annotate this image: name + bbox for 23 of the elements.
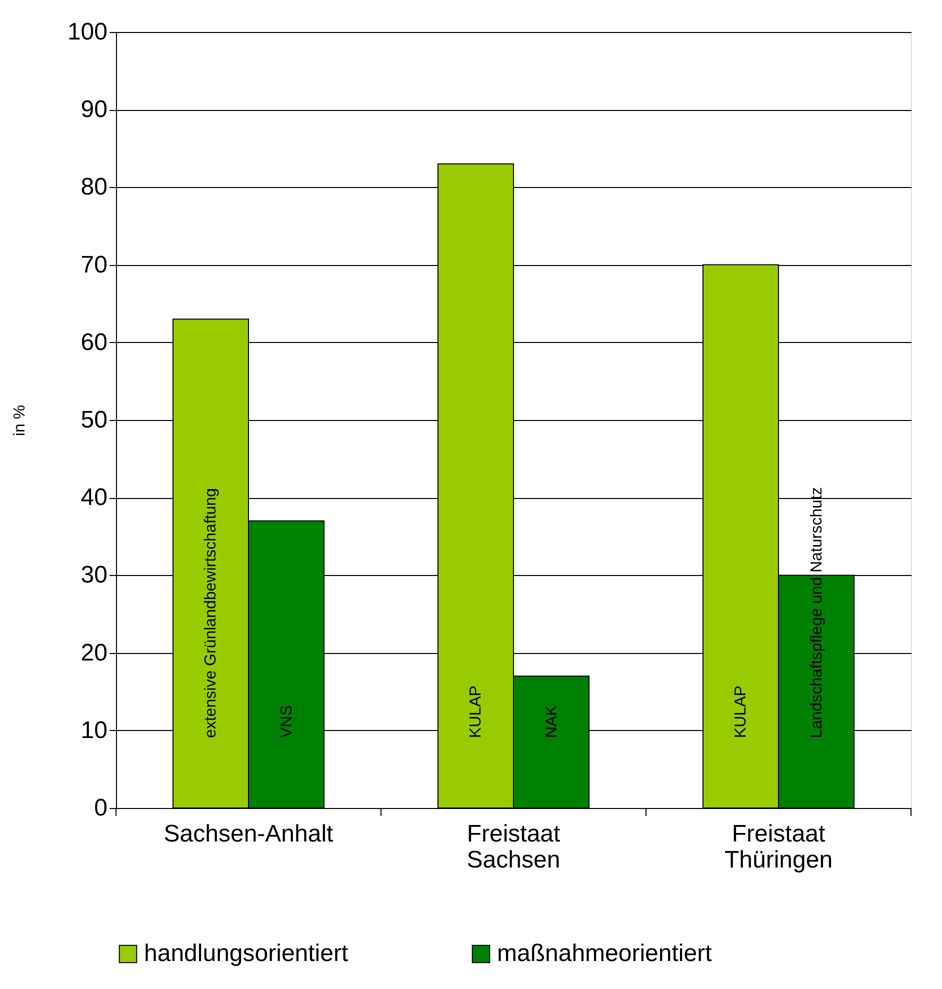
y-tick-label: 70 [80,251,108,278]
y-tick-label: 0 [94,794,108,822]
y-tick-label: 50 [80,406,108,434]
y-tick-label: 20 [80,639,108,666]
legend-label: handlungsorientiert [144,940,348,967]
annotation: KULAP [732,686,750,738]
annotation: extensive Grünlandbewirtschaftung [202,488,220,738]
legend-label: maßnahmeorientiert [497,940,712,967]
x-tick-label: Freistaat Thüringen [724,820,833,874]
y-tick-label: 100 [67,18,108,46]
annotation: Landschaftspflege und Naturschutz [808,487,826,738]
x-tick-label: Sachsen-Anhalt [164,820,334,848]
y-tick-label: 80 [80,174,108,201]
y-axis-title: in % [11,404,28,436]
y-tick-label: 10 [80,716,108,744]
annotation: VNS [278,705,296,738]
annotation: NAK [543,704,560,738]
y-tick-label: 40 [80,484,108,512]
annotation: KULAP [468,686,485,738]
y-tick-label: 90 [80,96,108,124]
y-tick-label: 60 [80,328,108,356]
x-tick-label: Freistaat Sachsen [466,820,561,874]
y-tick-label: 30 [80,562,108,589]
